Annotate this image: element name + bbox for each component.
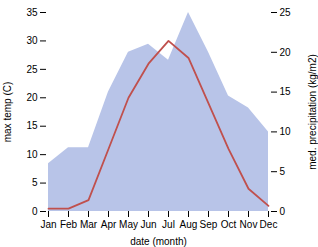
svg-text:20: 20 (280, 47, 292, 58)
svg-text:15: 15 (26, 120, 38, 131)
svg-text:10: 10 (280, 126, 292, 137)
svg-text:5: 5 (32, 177, 38, 188)
svg-text:25: 25 (26, 64, 38, 75)
svg-text:Jun: Jun (140, 219, 156, 230)
svg-text:Aug: Aug (180, 219, 198, 230)
svg-text:Jan: Jan (40, 219, 56, 230)
svg-text:Mar: Mar (80, 219, 98, 230)
svg-text:10: 10 (26, 149, 38, 160)
svg-text:max temp (C): max temp (C) (2, 82, 13, 143)
svg-text:15: 15 (280, 86, 292, 97)
svg-text:20: 20 (26, 92, 38, 103)
svg-text:Dec: Dec (260, 219, 278, 230)
svg-text:Apr: Apr (101, 219, 117, 230)
svg-text:Sep: Sep (200, 219, 218, 230)
svg-text:Oct: Oct (221, 219, 237, 230)
svg-text:Jul: Jul (162, 219, 175, 230)
svg-text:5: 5 (280, 166, 286, 177)
svg-text:30: 30 (26, 35, 38, 46)
svg-text:Nov: Nov (240, 219, 258, 230)
svg-text:date (month): date (month) (130, 236, 187, 247)
svg-text:0: 0 (32, 206, 38, 217)
svg-text:Feb: Feb (60, 219, 78, 230)
svg-text:May: May (119, 219, 138, 230)
svg-text:35: 35 (26, 7, 38, 18)
svg-text:25: 25 (280, 7, 292, 18)
svg-text:0: 0 (280, 206, 286, 217)
svg-text:med. precipitation (kg/m2): med. precipitation (kg/m2) (307, 54, 318, 170)
